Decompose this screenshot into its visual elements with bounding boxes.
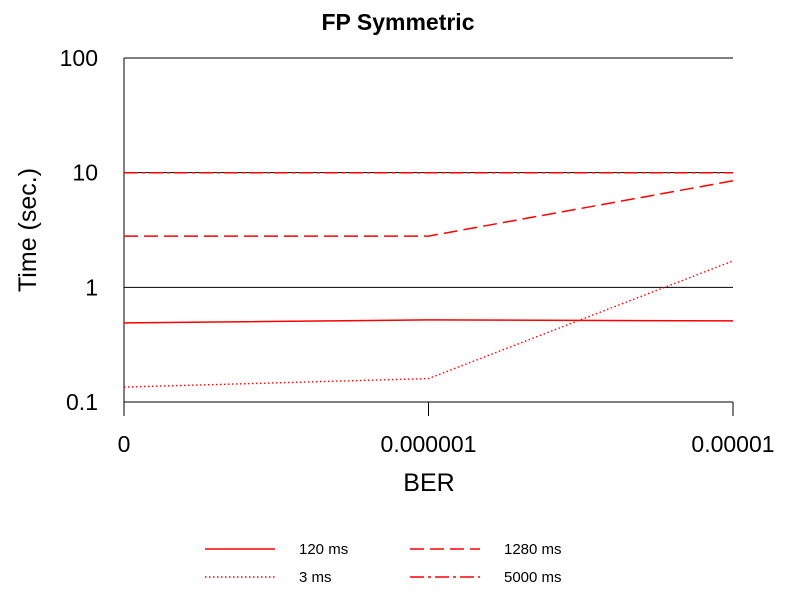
series-line-2 [124, 180, 734, 237]
y-tick-labels: 0.1 1 10 100 [60, 45, 98, 415]
x-tick-label: 0.000001 [381, 431, 477, 457]
legend-label: 5000 ms [504, 569, 562, 586]
series-line-1 [123, 260, 734, 388]
y-tick-label: 1 [85, 274, 98, 300]
legend-label: 120 ms [299, 541, 348, 558]
y-axis-label: Time (sec.) [14, 168, 42, 292]
x-tick-label: 0.00001 [691, 431, 774, 457]
series-line-0 [123, 319, 734, 324]
y-tick-label: 100 [60, 45, 98, 71]
legend: 120 ms 3 ms 1280 ms 5000 ms [205, 541, 562, 586]
axes [123, 58, 734, 416]
chart-title: FP Symmetric [322, 9, 475, 35]
gridlines [124, 57, 733, 403]
y-tick-label: 10 [72, 160, 98, 186]
x-axis-label: BER [403, 469, 454, 497]
series-lines [123, 171, 734, 388]
x-tick-labels: 0 0.000001 0.00001 [118, 431, 775, 457]
y-tick-label: 0.1 [66, 389, 98, 415]
legend-label: 1280 ms [504, 541, 562, 558]
x-tick-label: 0 [118, 431, 131, 457]
legend-label: 3 ms [299, 569, 332, 586]
